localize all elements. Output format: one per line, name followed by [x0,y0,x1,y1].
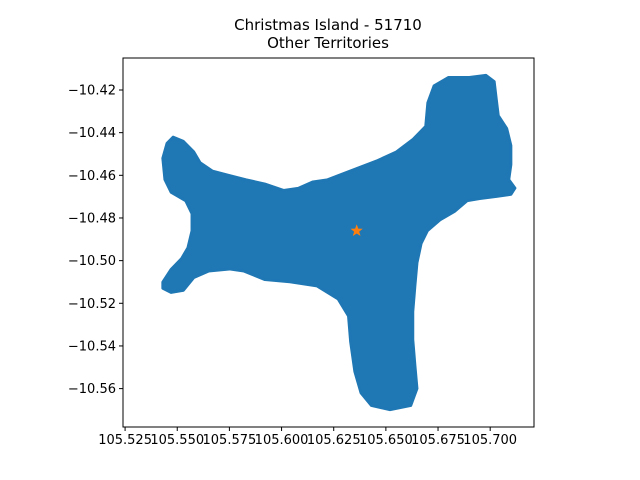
x-tick-label: 105.575 [203,433,257,448]
chart-title: Christmas Island - 51710 Other Territori… [0,16,640,52]
island-shape [161,73,517,412]
x-tick-label: 105.650 [359,433,413,448]
chart-title-line-1: Christmas Island - 51710 [234,16,422,34]
y-tick-label: −10.50 [68,254,116,269]
x-tick-label: 105.600 [255,433,309,448]
marker-layer [350,224,363,236]
axes-frame [122,57,535,428]
y-tick-label: −10.46 [68,169,116,184]
y-tick-label: −10.52 [68,297,116,312]
x-axis: 105.525105.550105.575105.600105.625105.6… [98,427,517,448]
land-layer [161,73,517,412]
y-tick-label: −10.42 [68,83,116,98]
star-icon [350,224,363,236]
x-tick-label: 105.675 [411,433,465,448]
y-tick-label: −10.44 [68,126,116,141]
y-tick-label: −10.48 [68,211,116,226]
x-tick-label: 105.525 [98,433,152,448]
x-tick-label: 105.550 [150,433,204,448]
y-tick-label: −10.56 [68,382,116,397]
y-axis: −10.42 −10.44 −10.46 −10.48 −10.50 −10.52 −10.… [68,83,123,397]
y-tick-label: −10.54 [68,339,116,354]
x-tick-label: 105.625 [307,433,361,448]
x-tick-label: 105.700 [463,433,517,448]
chart-title-line-2: Other Territories [267,34,389,52]
